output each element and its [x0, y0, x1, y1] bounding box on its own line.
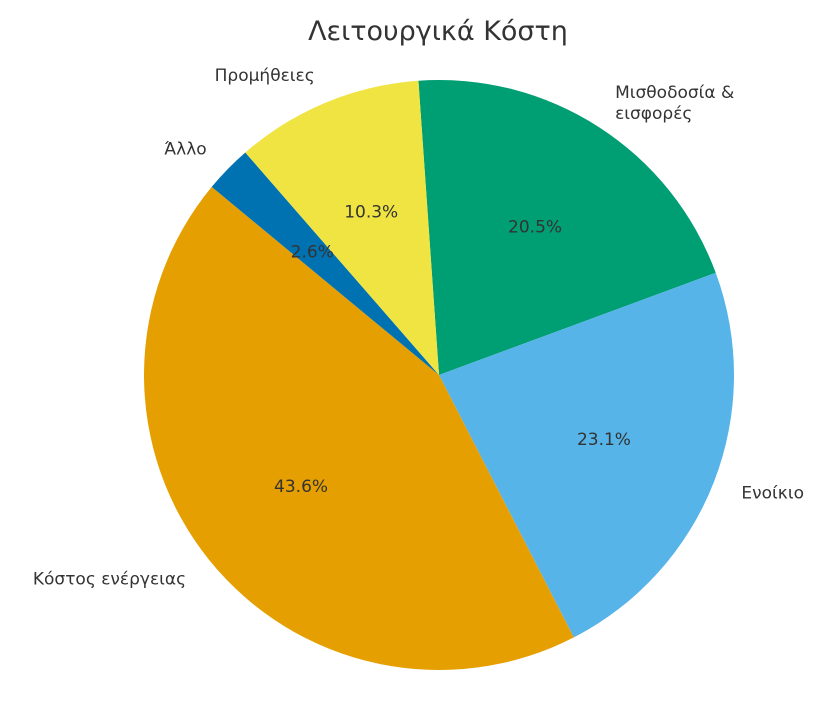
- slice-category-label: Κόστος ενέργειας: [33, 569, 186, 589]
- slice-category-label: Άλλο: [164, 139, 206, 159]
- slice-percent-label: 43.6%: [274, 477, 328, 497]
- slice-percent-label: 23.1%: [577, 430, 631, 450]
- slice-percent-label: 10.3%: [344, 202, 398, 222]
- category-labels: Μισθοδοσία & εισφορές Ενοίκιο Κόστος ενέργε…: [33, 66, 804, 589]
- pie-slice: [143, 186, 574, 670]
- chart-title: Λειτουργικά Κόστη: [308, 16, 568, 47]
- pie-slice: [418, 80, 716, 375]
- slice-category-label: Ενοίκιο: [741, 484, 804, 504]
- slice-percent-label: 2.6%: [291, 242, 334, 262]
- pie-slice: [211, 152, 439, 375]
- pie-slice: [439, 272, 734, 638]
- slice-category-label: Προμήθειες: [215, 66, 315, 86]
- pie-slice: [245, 80, 439, 376]
- slice-percent-label: 20.5%: [508, 217, 562, 237]
- pie-slices: [143, 80, 734, 670]
- slice-category-label: Μισθοδοσία & εισφορές: [615, 83, 734, 124]
- percentage-labels: 20.5% 23.1% 43.6% 2.6% 10.3%: [274, 202, 631, 496]
